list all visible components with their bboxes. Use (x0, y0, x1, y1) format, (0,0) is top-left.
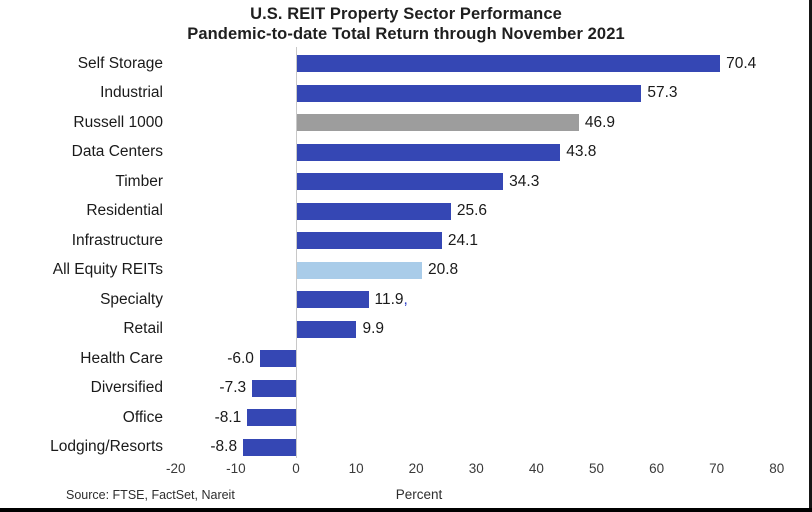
bar (297, 320, 357, 338)
category-label: Russell 1000 (73, 113, 163, 131)
x-tick-label: 0 (292, 461, 300, 476)
bar (252, 379, 296, 397)
category-label: All Equity REITs (52, 261, 163, 278)
category-label: Residential (86, 202, 163, 219)
x-tick-label: 30 (468, 461, 484, 476)
x-tick-label: 70 (709, 461, 725, 476)
x-tick-label: 60 (649, 461, 665, 476)
value-label: -8.1 (214, 408, 242, 426)
image-border-right (809, 0, 812, 512)
bar (297, 261, 422, 279)
chart-title: U.S. REIT Property Sector Performance (250, 5, 562, 23)
x-axis-label: Percent (395, 487, 443, 502)
value-label: 43.8 (566, 143, 597, 160)
value-label: 57.3 (647, 84, 678, 101)
stray-mark: , (403, 290, 408, 308)
category-label: Specialty (100, 290, 163, 308)
category-label: Infrastructure (71, 231, 163, 249)
category-label: Data Centers (71, 143, 163, 160)
bar (243, 438, 296, 456)
bar (247, 409, 296, 426)
bar (297, 84, 642, 102)
category-label: Industrial (100, 84, 163, 101)
category-label: Health Care (80, 349, 163, 367)
x-tick-label: 20 (408, 461, 424, 476)
bar (297, 114, 579, 131)
value-label: 24.1 (447, 231, 478, 249)
category-label: Diversified (90, 379, 163, 396)
category-label: Self Storage (77, 54, 163, 72)
bar (259, 350, 296, 367)
value-label: 20.8 (428, 261, 459, 278)
bar (297, 55, 721, 72)
bar (297, 143, 561, 161)
category-label: Lodging/Resorts (50, 438, 163, 455)
x-tick-label: 80 (769, 461, 785, 476)
bar (297, 202, 451, 220)
value-label: 25.6 (456, 202, 488, 219)
x-tick-label: -20 (166, 461, 186, 476)
category-label: Retail (123, 320, 163, 337)
image-border-bottom (0, 508, 812, 512)
x-tick-label: 50 (588, 461, 605, 476)
x-tick-label: 10 (348, 461, 364, 476)
value-label: -6.0 (227, 349, 254, 367)
zero-axis-line (296, 47, 297, 458)
x-tick-label: -10 (226, 461, 246, 476)
bar (297, 173, 504, 190)
bar (297, 291, 369, 308)
value-label: -7.3 (219, 379, 247, 396)
value-label: 46.9 (584, 113, 616, 131)
chart-title-block: U.S. REIT Property Sector Performance Pa… (0, 4, 812, 44)
category-label: Office (122, 408, 163, 426)
value-label: 11.9, (374, 290, 408, 308)
chart-subtitle: Pandemic-to-date Total Return through No… (187, 25, 625, 43)
bar (297, 232, 442, 249)
value-label: 70.4 (726, 54, 757, 72)
category-label: Timber (115, 172, 163, 190)
value-label: 9.9 (362, 320, 385, 337)
value-label: -8.8 (210, 438, 238, 455)
x-tick-label: 40 (528, 461, 544, 476)
source-note: Source: FTSE, FactSet, Nareit (66, 488, 235, 502)
value-label: 34.3 (509, 172, 540, 190)
